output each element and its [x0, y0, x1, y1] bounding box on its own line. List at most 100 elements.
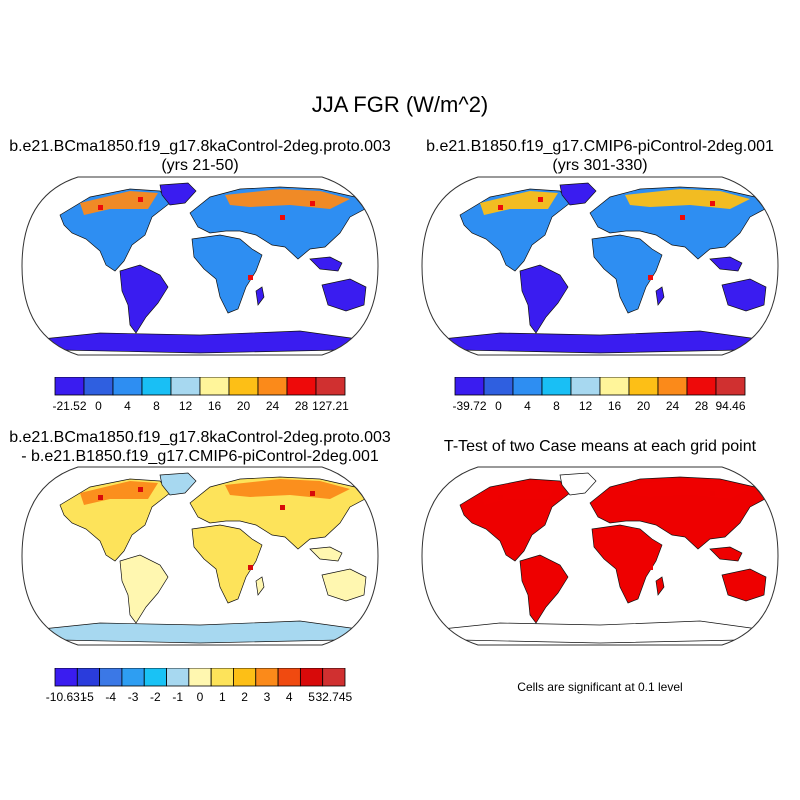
colorbar-tick-label: 0 [95, 399, 102, 413]
panel-title-case1-line1: b.e21.BCma1850.f19_g17.8kaControl-2deg.p… [9, 138, 391, 155]
map-frame [21, 176, 379, 356]
figure-title: JJA FGR (W/m^2) [311, 92, 489, 117]
colorbar-swatch [188, 668, 212, 687]
panel-title-case2-line2: (yrs 301-330) [552, 157, 648, 174]
panel-title-case2: b.e21.B1850.f19_g17.CMIP6-piControl-2deg… [400, 137, 800, 175]
significance-note: Cells are significant at 0.1 level [517, 680, 683, 694]
colorbar-tick-label: 127.21 [312, 399, 349, 413]
colorbar-tick-label: -4 [105, 690, 116, 704]
hotspot-cell [648, 565, 653, 570]
land-north-band [225, 479, 350, 499]
hotspot-cell [98, 495, 103, 500]
colorbar-tick-label: 94.46 [715, 399, 745, 413]
hotspot-cell [138, 197, 143, 202]
colorbar-tick-label: -39.72 [452, 399, 486, 413]
land-southAmerica [119, 554, 169, 624]
colorbar-tick-label: 20 [237, 399, 251, 413]
colorbar-tick-label: 8 [553, 399, 560, 413]
colorbar-swatch [83, 377, 114, 396]
colorbar-swatch [54, 377, 85, 396]
colorbar-tick-label: 0 [495, 399, 502, 413]
land-africa [591, 234, 663, 314]
land-africa [191, 234, 263, 314]
land-australia [721, 278, 767, 312]
land-southAmerica [519, 264, 569, 334]
colorbar-swatch [76, 668, 101, 687]
colorbar-swatch [322, 668, 346, 687]
colorbar-swatch [286, 377, 317, 396]
land-australia [321, 278, 367, 312]
colorbar-swatch [143, 668, 167, 687]
hotspot-cell [538, 197, 543, 202]
colorbar-tick-label: 20 [637, 399, 651, 413]
colorbar-tick-label: -10.631 [46, 690, 87, 704]
colorbar-swatch [599, 377, 630, 396]
hotspot-cell [680, 215, 685, 220]
colorbar-tick-label: 4 [524, 399, 531, 413]
land-greenland [159, 472, 197, 496]
colorbar-tick-label: 0 [197, 690, 204, 704]
colorbar-swatch [255, 668, 279, 687]
hotspot-cell [710, 201, 715, 206]
land-australia [721, 568, 767, 602]
land-australia [321, 568, 367, 602]
map-case2 [421, 176, 779, 356]
hotspot-cell [98, 205, 103, 210]
colorbar-case1: -21.52 0 4 8 12 16 20 24 28 127.21 [52, 377, 349, 413]
land-madagascar [255, 576, 265, 596]
land-north-band [225, 189, 350, 209]
colorbar-swatch [315, 377, 346, 396]
colorbar-difference: -10.631-5 -4 -3 -2 -1 0 1 2 3 4 5 32.745 [46, 668, 353, 704]
colorbar-swatch [228, 377, 259, 396]
land-greenland [159, 182, 197, 206]
colorbar-swatch [628, 377, 659, 396]
colorbar-tick-label: -3 [128, 690, 139, 704]
colorbar-tick-label: -5 [83, 690, 94, 704]
land-africa [191, 524, 263, 604]
colorbar-swatch [715, 377, 746, 396]
land-madagascar [255, 286, 265, 306]
hotspot-cell [498, 495, 503, 500]
map-frame [421, 176, 779, 356]
colorbar-tick-label: 16 [608, 399, 622, 413]
colorbar-tick-label: 4 [124, 399, 131, 413]
colorbar-tick-label: -21.52 [52, 399, 86, 413]
hotspot-cell [280, 215, 285, 220]
colorbar-tick-label: -1 [172, 690, 183, 704]
colorbar-swatch [54, 668, 78, 687]
land-indonesia [709, 256, 743, 272]
land-madagascar [655, 576, 665, 596]
hotspot-cell [680, 505, 685, 510]
hotspot-cell [248, 275, 253, 280]
colorbar-swatch [257, 377, 288, 396]
colorbar-tick-label: 8 [153, 399, 160, 413]
colorbar-swatch [99, 668, 123, 687]
panel-title-case1-line2: (yrs 21-50) [161, 157, 239, 174]
map-ttest [421, 466, 779, 646]
hotspot-cell [498, 205, 503, 210]
colorbar-swatch [454, 377, 485, 396]
land-southAmerica [119, 264, 169, 334]
map-frame [21, 466, 379, 646]
panel-title-difference: b.e21.BCma1850.f19_g17.8kaControl-2deg.p… [0, 428, 400, 466]
land-africa [591, 524, 663, 604]
colorbar-swatch [210, 668, 234, 687]
panel-title-ttest: T-Test of two Case means at each grid po… [400, 437, 800, 456]
colorbar-tick-label: -2 [150, 690, 161, 704]
panel-title-case2-line1: b.e21.B1850.f19_g17.CMIP6-piControl-2deg… [426, 138, 774, 155]
colorbar-tick-label: 24 [266, 399, 280, 413]
colorbar-tick-label: 16 [208, 399, 222, 413]
colorbar-swatch [121, 668, 145, 687]
colorbar-swatch [166, 668, 190, 687]
colorbar-tick-label: 3 [264, 690, 271, 704]
colorbar-swatch [233, 668, 257, 687]
colorbar-tick-label: 12 [179, 399, 193, 413]
panel-title-case1: b.e21.BCma1850.f19_g17.8kaControl-2deg.p… [0, 137, 400, 175]
colorbar-case2: -39.72 0 4 8 12 16 20 24 28 94.46 [452, 377, 746, 413]
colorbar-swatch [299, 668, 324, 687]
colorbar-tick-label: 24 [666, 399, 680, 413]
hotspot-cell [280, 505, 285, 510]
hotspot-cell [310, 201, 315, 206]
hotspot-cell [710, 491, 715, 496]
land-indonesia [309, 256, 343, 272]
